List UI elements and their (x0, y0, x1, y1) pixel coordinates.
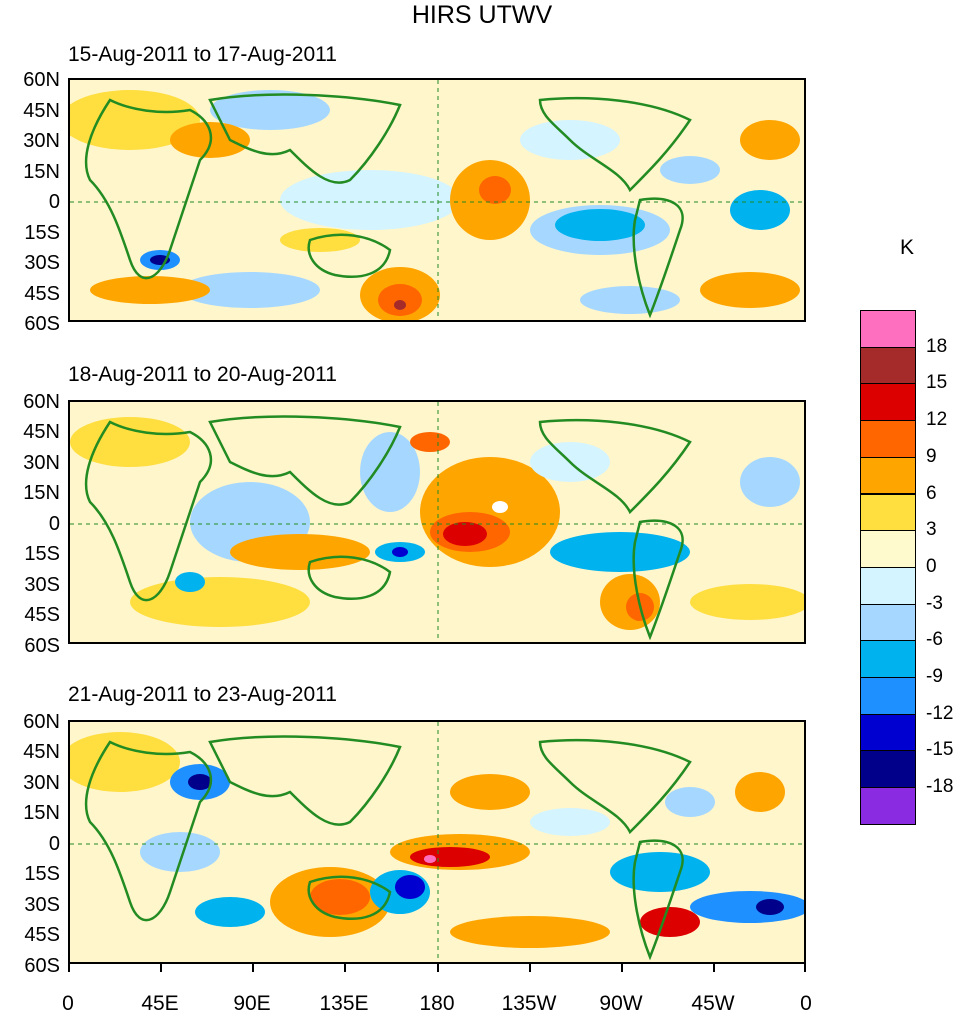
lat-label: 60N (0, 392, 60, 412)
colorbar-label: -9 (926, 667, 964, 687)
colorbar-swatch (860, 787, 916, 825)
lon-tick (68, 964, 70, 972)
colorbar-label: 6 (926, 484, 964, 504)
lat-label: 60S (0, 314, 60, 334)
lat-label: 60S (0, 636, 60, 656)
lon-label: 90W (581, 992, 661, 1016)
lat-label: 45N (0, 742, 60, 762)
lat-label: 15N (0, 803, 60, 823)
lat-label: 30N (0, 773, 60, 793)
panel-3-title: 21-Aug-2011 to 23-Aug-2011 (68, 682, 337, 708)
colorbar-label: 15 (926, 373, 964, 393)
lat-label: 60N (0, 70, 60, 90)
lat-label: 30S (0, 895, 60, 915)
lat-label: 30S (0, 253, 60, 273)
anomaly-field (70, 90, 800, 322)
lon-label: 135W (489, 992, 569, 1016)
colorbar-label: 9 (926, 447, 964, 467)
lat-label: 30N (0, 131, 60, 151)
colorbar-unit: K (900, 236, 914, 260)
lon-tick (804, 964, 806, 972)
colorbar-swatch (860, 640, 916, 678)
lon-label: 45W (673, 992, 753, 1016)
colorbar-label: -18 (926, 777, 964, 797)
colorbar-swatch (860, 530, 916, 568)
colorbar-swatch (860, 567, 916, 605)
panel-1-title: 15-Aug-2011 to 17-Aug-2011 (68, 42, 337, 68)
lat-label: 45S (0, 605, 60, 625)
colorbar-swatch (860, 420, 916, 458)
lat-label: 45S (0, 284, 60, 304)
panel-3-map (68, 720, 806, 964)
panel-2-map (68, 400, 806, 644)
lat-label: 60S (0, 956, 60, 976)
colorbar-label: 12 (926, 410, 964, 430)
lat-label: 30S (0, 575, 60, 595)
panel-1-map (68, 78, 806, 322)
colorbar-swatch (860, 714, 916, 752)
lon-tick (344, 964, 346, 972)
lon-label: 90E (212, 992, 292, 1016)
colorbar-swatch (860, 604, 916, 642)
lat-label: 15S (0, 544, 60, 564)
colorbar-label: -15 (926, 740, 964, 760)
lat-label: 15N (0, 483, 60, 503)
colorbar-label: 0 (926, 557, 964, 577)
colorbar-swatch (860, 383, 916, 421)
lat-label: 0 (0, 192, 60, 212)
colorbar-label: 3 (926, 520, 964, 540)
lon-label: 180 (397, 992, 477, 1016)
lon-tick (160, 964, 162, 972)
colorbar-swatch (860, 457, 916, 495)
lon-tick (252, 964, 254, 972)
lat-label: 0 (0, 514, 60, 534)
lon-tick (529, 964, 531, 972)
lat-label: 60N (0, 712, 60, 732)
colorbar-swatch (860, 347, 916, 385)
lat-label: 0 (0, 834, 60, 854)
colorbar-label: -12 (926, 704, 964, 724)
colorbar-label: 18 (926, 337, 964, 357)
lon-tick (713, 964, 715, 972)
lon-tick (437, 964, 439, 972)
panel-2-title: 18-Aug-2011 to 20-Aug-2011 (68, 362, 337, 388)
colorbar-swatch (860, 750, 916, 788)
lat-label: 45N (0, 101, 60, 121)
lon-label: 0 (766, 992, 846, 1016)
lat-label: 15S (0, 223, 60, 243)
lat-label: 15N (0, 162, 60, 182)
colorbar-label: -6 (926, 630, 964, 650)
lat-label: 45N (0, 422, 60, 442)
lon-label: 45E (120, 992, 200, 1016)
lat-label: 15S (0, 864, 60, 884)
lon-label: 0 (28, 992, 108, 1016)
figure-title: HIRS UTWV (0, 0, 964, 30)
lon-tick (621, 964, 623, 972)
lat-label: 45S (0, 925, 60, 945)
colorbar-swatch (860, 310, 916, 348)
lon-label: 135E (304, 992, 384, 1016)
colorbar-label: -3 (926, 594, 964, 614)
colorbar-swatch (860, 677, 916, 715)
lat-label: 30N (0, 453, 60, 473)
colorbar-swatch (860, 494, 916, 532)
